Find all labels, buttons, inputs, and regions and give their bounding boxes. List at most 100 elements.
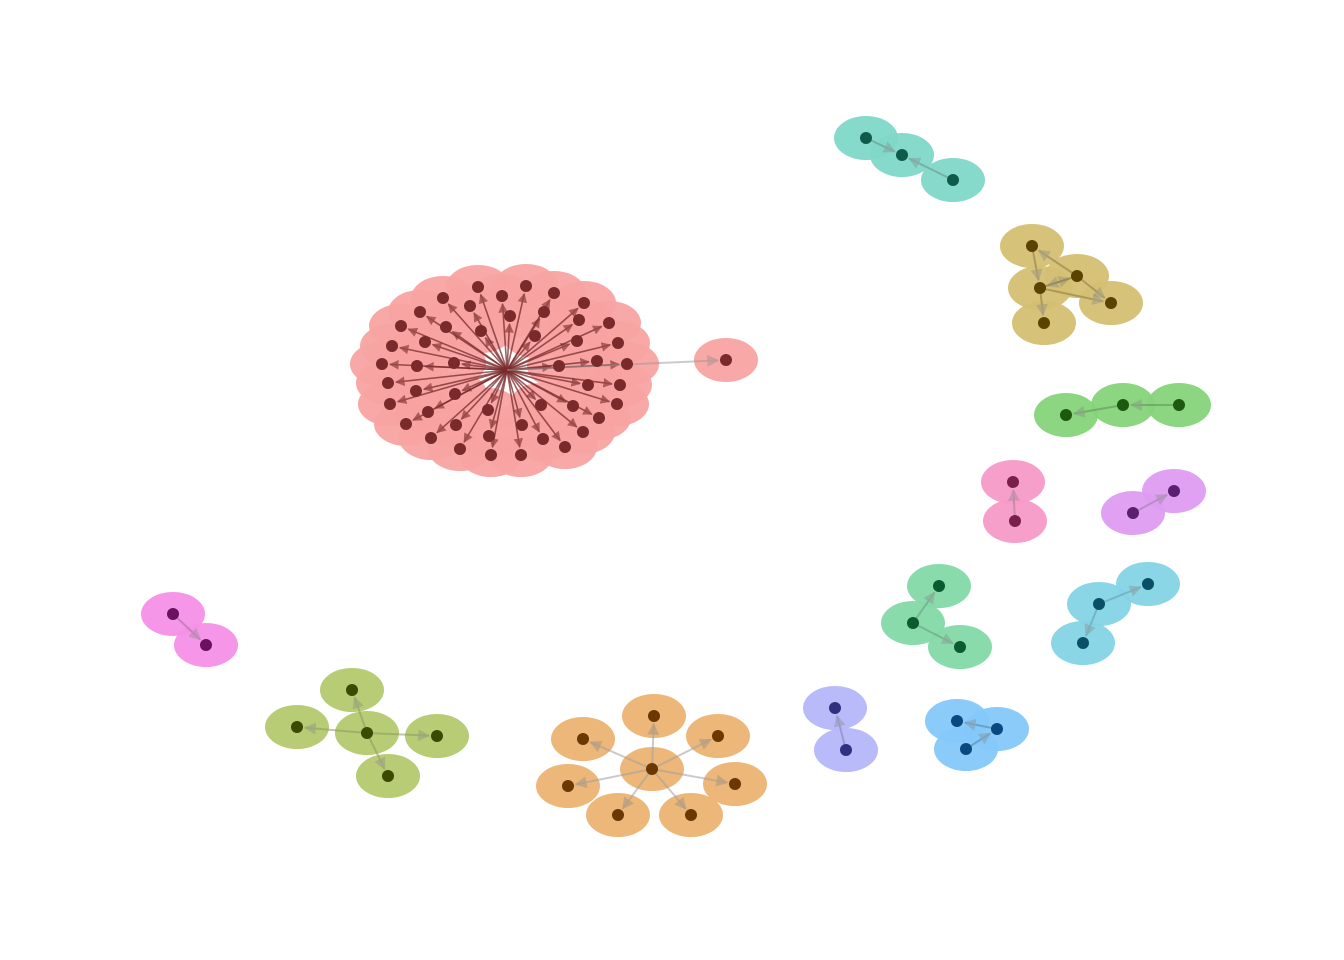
green-node-0[interactable] — [1060, 409, 1072, 421]
red-node-21[interactable] — [621, 358, 633, 370]
red-node-46[interactable] — [448, 357, 460, 369]
pink-node-0[interactable] — [1007, 476, 1019, 488]
red-node-24[interactable] — [496, 290, 508, 302]
green-node-2[interactable] — [1173, 399, 1185, 411]
orange-node-7[interactable] — [685, 809, 697, 821]
violet-node-0[interactable] — [1168, 485, 1180, 497]
orange-node-3[interactable] — [712, 730, 724, 742]
red-node-3[interactable] — [578, 297, 590, 309]
red-node-10[interactable] — [384, 398, 396, 410]
red-node-25[interactable] — [464, 300, 476, 312]
red-node-4[interactable] — [437, 292, 449, 304]
olive-node-0[interactable] — [346, 684, 358, 696]
red-node-2[interactable] — [548, 287, 560, 299]
red-node-29[interactable] — [410, 385, 422, 397]
red-outlier-node[interactable] — [720, 354, 732, 366]
red-node-48[interactable] — [482, 404, 494, 416]
red-node-18[interactable] — [593, 412, 605, 424]
red-edge-39 — [506, 342, 571, 371]
teal-node-2[interactable] — [947, 174, 959, 186]
red-node-39[interactable] — [571, 335, 583, 347]
red-node-15[interactable] — [515, 449, 527, 461]
red-edge-24 — [498, 303, 508, 371]
blue-node-2[interactable] — [960, 743, 972, 755]
sky-node-2[interactable] — [1077, 637, 1089, 649]
red-node-36[interactable] — [567, 400, 579, 412]
green-node-1[interactable] — [1117, 399, 1129, 411]
red-node-17[interactable] — [577, 426, 589, 438]
orange-node-0[interactable] — [646, 763, 658, 775]
gold-node-1[interactable] — [1071, 270, 1083, 282]
red-node-34[interactable] — [537, 433, 549, 445]
orange-node-2[interactable] — [577, 733, 589, 745]
gold-node-0[interactable] — [1026, 240, 1038, 252]
mint-node-1[interactable] — [907, 617, 919, 629]
red-node-8[interactable] — [376, 358, 388, 370]
red-node-26[interactable] — [440, 321, 452, 333]
orange-node-5[interactable] — [729, 778, 741, 790]
red-node-23[interactable] — [603, 317, 615, 329]
red-node-22[interactable] — [612, 337, 624, 349]
teal-edge-1 — [908, 157, 954, 181]
red-node-30[interactable] — [422, 406, 434, 418]
magenta-node-0[interactable] — [167, 608, 179, 620]
red-node-44[interactable] — [529, 330, 541, 342]
mint-node-0[interactable] — [933, 580, 945, 592]
red-node-43[interactable] — [475, 325, 487, 337]
red-node-14[interactable] — [485, 449, 497, 461]
olive-node-2[interactable] — [361, 727, 373, 739]
red-node-41[interactable] — [538, 306, 550, 318]
red-node-28[interactable] — [411, 360, 423, 372]
red-node-19[interactable] — [611, 398, 623, 410]
mint-node-2[interactable] — [954, 641, 966, 653]
olive-node-3[interactable] — [431, 730, 443, 742]
orange-edge-0 — [647, 722, 660, 770]
red-node-38[interactable] — [591, 355, 603, 367]
red-node-16[interactable] — [559, 441, 571, 453]
red-node-40[interactable] — [573, 314, 585, 326]
sky-node-1[interactable] — [1093, 598, 1105, 610]
red-node-11[interactable] — [400, 418, 412, 430]
red-edge-42 — [504, 323, 514, 371]
violet-node-1[interactable] — [1127, 507, 1139, 519]
red-node-37[interactable] — [582, 379, 594, 391]
red-node-35[interactable] — [535, 399, 547, 411]
red-node-31[interactable] — [450, 419, 462, 431]
red-node-1[interactable] — [520, 280, 532, 292]
red-node-9[interactable] — [382, 377, 394, 389]
red-edge-9 — [394, 369, 508, 386]
red-node-42[interactable] — [504, 310, 516, 322]
gold-node-3[interactable] — [1105, 297, 1117, 309]
red-node-5[interactable] — [414, 306, 426, 318]
red-edge-46 — [460, 360, 508, 371]
olive-node-4[interactable] — [382, 770, 394, 782]
orange-node-6[interactable] — [612, 809, 624, 821]
orange-node-4[interactable] — [562, 780, 574, 792]
pink-node-1[interactable] — [1009, 515, 1021, 527]
sky-node-0[interactable] — [1142, 578, 1154, 590]
orange-node-1[interactable] — [648, 710, 660, 722]
red-node-12[interactable] — [425, 432, 437, 444]
gold-node-2[interactable] — [1034, 282, 1046, 294]
teal-node-0[interactable] — [860, 132, 872, 144]
red-node-47[interactable] — [449, 388, 461, 400]
red-node-33[interactable] — [516, 419, 528, 431]
red-node-0[interactable] — [472, 281, 484, 293]
lavender-node-0[interactable] — [829, 702, 841, 714]
olive-node-1[interactable] — [291, 721, 303, 733]
red-node-27[interactable] — [419, 336, 431, 348]
red-node-6[interactable] — [395, 320, 407, 332]
orange-edge-2 — [651, 738, 712, 770]
magenta-node-1[interactable] — [200, 639, 212, 651]
blue-node-0[interactable] — [951, 715, 963, 727]
red-edge-outlier — [506, 354, 720, 371]
red-node-13[interactable] — [454, 443, 466, 455]
gold-node-4[interactable] — [1038, 317, 1050, 329]
blue-node-1[interactable] — [991, 723, 1003, 735]
teal-node-1[interactable] — [896, 149, 908, 161]
red-node-7[interactable] — [386, 340, 398, 352]
red-node-20[interactable] — [614, 379, 626, 391]
lavender-node-1[interactable] — [840, 744, 852, 756]
red-node-45[interactable] — [553, 360, 565, 372]
red-node-32[interactable] — [483, 430, 495, 442]
